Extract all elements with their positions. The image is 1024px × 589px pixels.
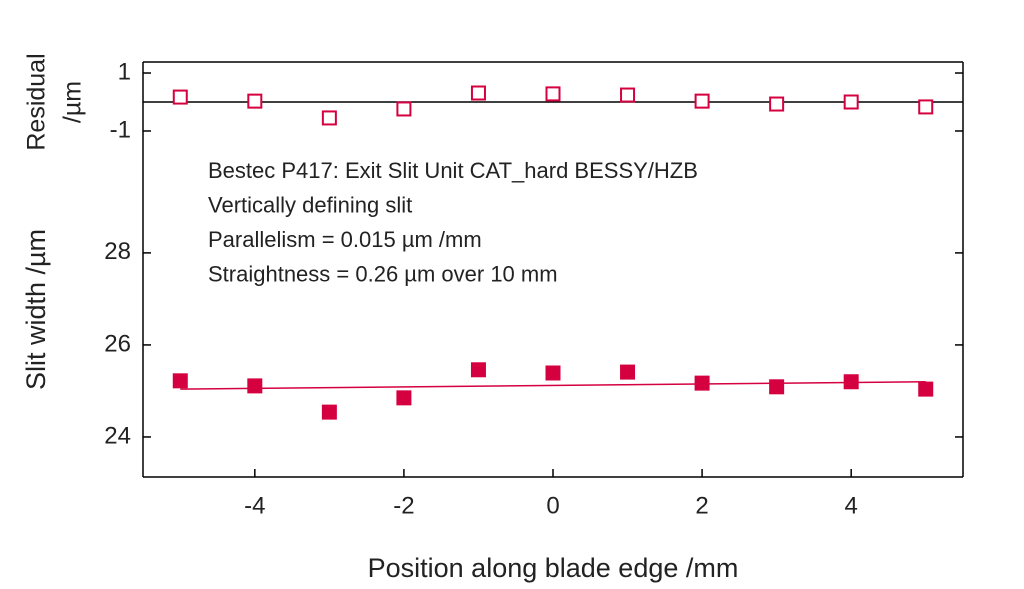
data-point — [470, 362, 486, 378]
fit-line — [180, 380, 926, 390]
data-point — [694, 93, 710, 109]
y-tick-label: 1 — [118, 58, 131, 85]
data-point — [321, 404, 337, 420]
data-point — [620, 87, 636, 103]
data-point — [247, 93, 263, 109]
annotation: Vertically defining slit — [208, 192, 412, 217]
x-tick-label: 4 — [845, 492, 858, 519]
x-tick-label: 2 — [695, 492, 708, 519]
data-point — [918, 99, 934, 115]
data-point — [694, 375, 710, 391]
y-tick-label: 24 — [104, 422, 131, 449]
data-point — [769, 379, 785, 395]
data-point — [843, 94, 859, 110]
x-tick-label: -4 — [244, 492, 265, 519]
data-point — [545, 86, 561, 102]
data-point — [545, 365, 561, 381]
x-tick-label: -2 — [393, 492, 414, 519]
data-point — [769, 96, 785, 112]
data-point — [396, 101, 412, 117]
y-tick-label: -1 — [110, 116, 131, 143]
annotation: Bestec P417: Exit Slit Unit CAT_hard BES… — [208, 158, 698, 183]
y-axis-label: Residual — [23, 53, 51, 150]
data-point — [396, 390, 412, 406]
data-point — [470, 85, 486, 101]
annotation: Straightness = 0.26 µm over 10 mm — [208, 261, 558, 286]
x-axis-label: Position along blade edge /mm — [368, 553, 739, 583]
y-tick-label: 26 — [104, 330, 131, 357]
data-point — [247, 378, 263, 394]
y-tick-label: 28 — [104, 238, 131, 265]
data-point — [918, 381, 934, 397]
data-point — [172, 89, 188, 105]
y-axis-label: Slit width /µm — [21, 229, 51, 390]
data-point — [321, 110, 337, 126]
y-axis-label: /µm — [59, 81, 87, 123]
data-point — [172, 373, 188, 389]
data-point — [620, 364, 636, 380]
annotation: Parallelism = 0.015 µm /mm — [208, 227, 482, 252]
x-tick-label: 0 — [546, 492, 559, 519]
data-point — [843, 374, 859, 390]
